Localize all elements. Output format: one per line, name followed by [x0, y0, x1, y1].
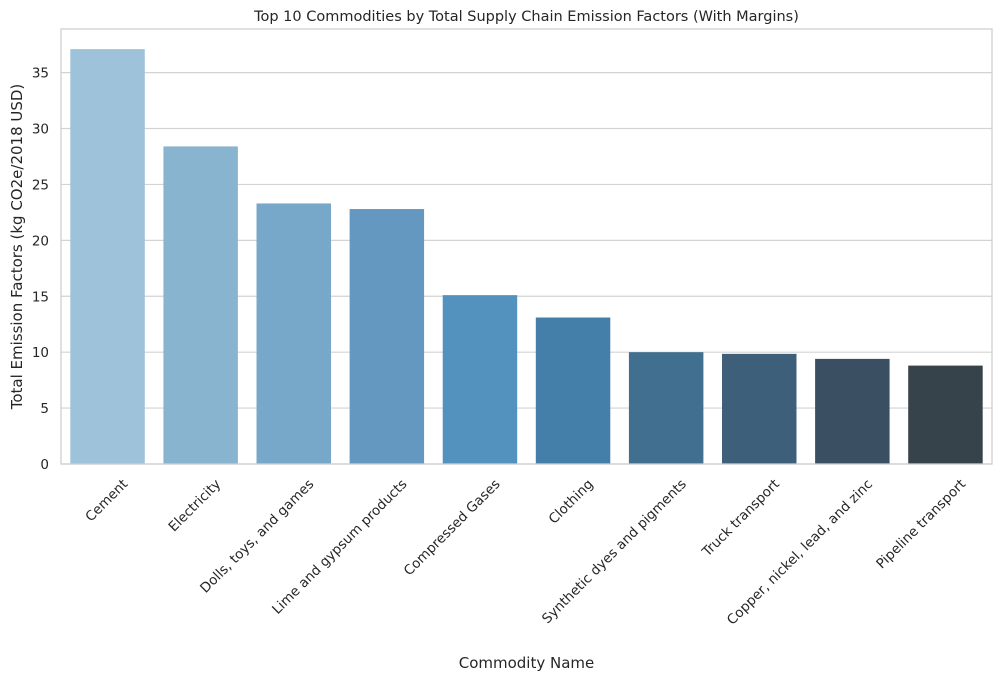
plot-frame [60, 28, 993, 465]
x-tick-label: Electricity [166, 476, 225, 535]
x-tick-label: Cement [82, 476, 131, 525]
bar [815, 358, 890, 464]
y-axis-ticks: 0 5 10 15 20 25 30 35 [32, 66, 49, 473]
y-axis-label: Total Emission Factors (kg CO2e/2018 USD… [8, 84, 26, 411]
y-tick-label: 35 [32, 66, 49, 82]
y-tick-label: 25 [32, 177, 49, 193]
y-tick-label: 5 [40, 401, 49, 417]
bar [908, 365, 983, 464]
bar [722, 353, 797, 464]
x-tick-label: Clothing [546, 476, 597, 527]
bar [349, 209, 425, 464]
y-tick-label: 0 [40, 457, 49, 473]
bar [628, 352, 704, 464]
y-tick-label: 15 [32, 289, 49, 305]
x-tick-label: Copper, nickel, lead, and zinc [724, 476, 876, 628]
bars [70, 49, 983, 465]
chart-title: Top 10 Commodities by Total Supply Chain… [253, 9, 799, 25]
bar [163, 146, 238, 465]
bar [442, 295, 518, 464]
bar [70, 49, 145, 464]
y-tick-label: 10 [32, 345, 49, 361]
x-tick-label: Compressed Gases [401, 476, 504, 579]
y-tick-label: 30 [32, 122, 49, 138]
x-axis-label: Commodity Name [459, 654, 595, 672]
x-tick-label: Pipeline transport [873, 476, 969, 572]
bar [535, 317, 611, 464]
x-tick-label: Truck transport [699, 476, 783, 560]
y-tick-label: 20 [32, 233, 49, 249]
bar [256, 203, 331, 464]
